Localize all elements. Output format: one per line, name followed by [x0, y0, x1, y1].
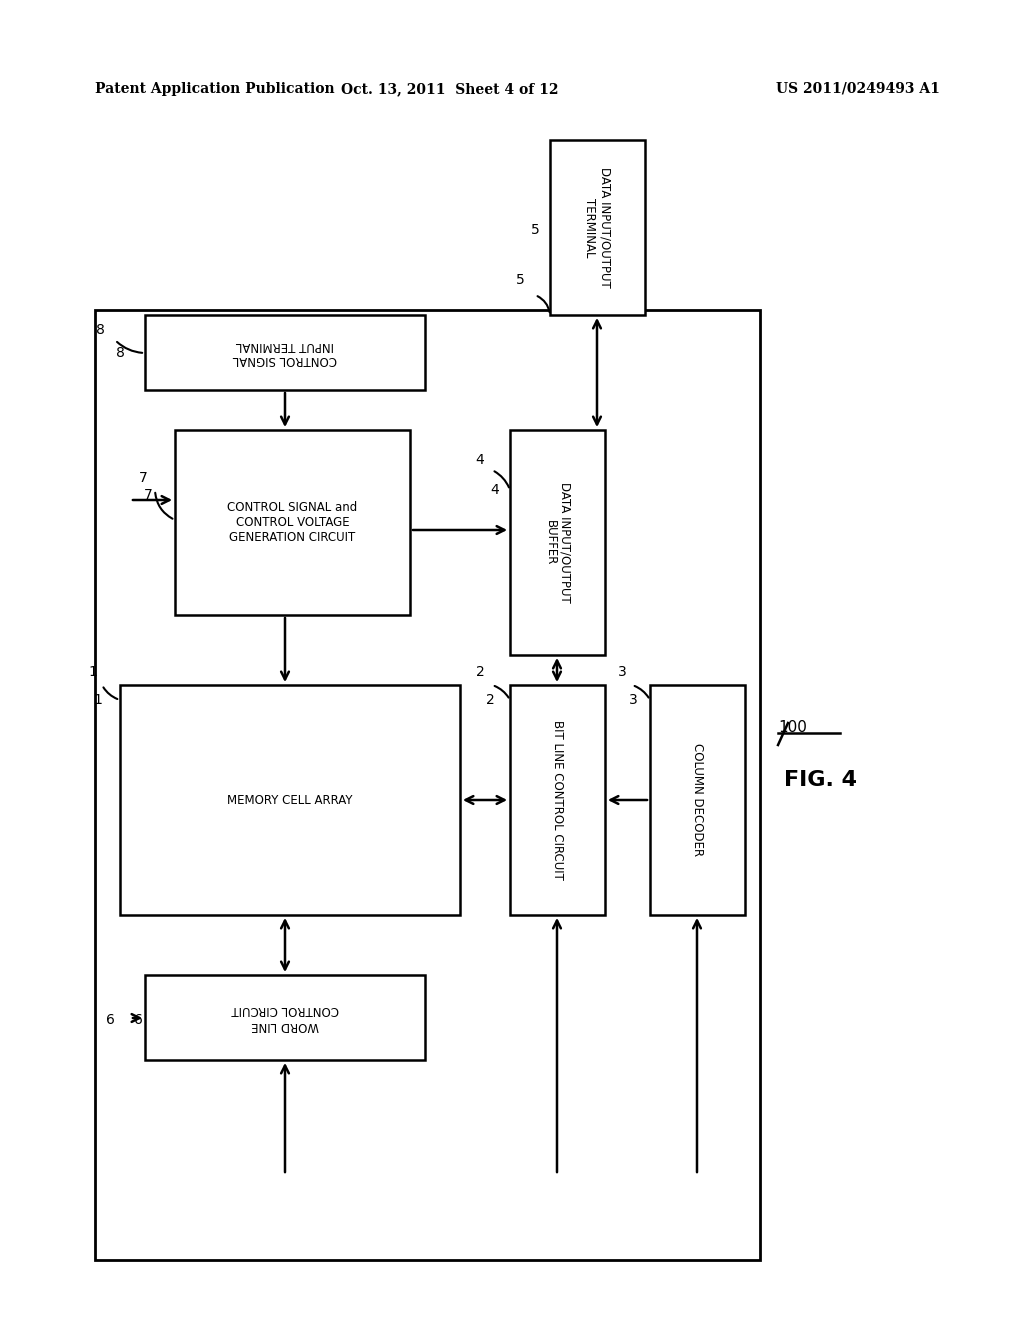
Text: COLUMN DECODER: COLUMN DECODER — [691, 743, 705, 857]
Text: 1: 1 — [88, 665, 97, 678]
Text: BIT LINE CONTROL CIRCUIT: BIT LINE CONTROL CIRCUIT — [551, 721, 564, 880]
Text: 5: 5 — [530, 223, 540, 238]
Text: 1: 1 — [93, 693, 102, 708]
Text: 7: 7 — [143, 488, 153, 502]
Text: Patent Application Publication: Patent Application Publication — [95, 82, 335, 96]
Text: US 2011/0249493 A1: US 2011/0249493 A1 — [776, 82, 940, 96]
Text: 2: 2 — [485, 693, 495, 708]
Text: 3: 3 — [617, 665, 627, 678]
Bar — [510, 685, 605, 915]
Bar — [95, 310, 760, 1261]
Bar — [145, 975, 425, 1060]
Bar — [650, 685, 745, 915]
Text: MEMORY CELL ARRAY: MEMORY CELL ARRAY — [227, 793, 352, 807]
Bar — [120, 685, 460, 915]
Text: 4: 4 — [475, 453, 484, 467]
Bar — [510, 430, 605, 655]
Text: 6: 6 — [105, 1012, 115, 1027]
Text: 8: 8 — [116, 346, 125, 360]
Bar — [145, 315, 425, 389]
Text: WORD LINE
CONTROL CIRCUIT: WORD LINE CONTROL CIRCUIT — [231, 1003, 339, 1031]
Text: 100: 100 — [778, 719, 807, 735]
Text: 7: 7 — [138, 471, 147, 484]
Text: DATA INPUT/OUTPUT
BUFFER: DATA INPUT/OUTPUT BUFFER — [544, 482, 571, 603]
Text: 6: 6 — [133, 1012, 142, 1027]
Text: CONTROL SIGNAL
INPUT TERMINAL: CONTROL SIGNAL INPUT TERMINAL — [232, 338, 337, 367]
Text: 4: 4 — [490, 483, 500, 498]
Bar — [175, 430, 410, 615]
Text: 8: 8 — [95, 323, 104, 337]
Text: 2: 2 — [475, 665, 484, 678]
Text: 3: 3 — [629, 693, 637, 708]
Text: DATA INPUT/OUTPUT
TERMINAL: DATA INPUT/OUTPUT TERMINAL — [584, 168, 611, 288]
Text: CONTROL SIGNAL and
CONTROL VOLTAGE
GENERATION CIRCUIT: CONTROL SIGNAL and CONTROL VOLTAGE GENER… — [227, 502, 357, 544]
Bar — [550, 140, 645, 315]
Text: FIG. 4: FIG. 4 — [783, 770, 856, 789]
Text: 5: 5 — [516, 273, 524, 286]
Text: Oct. 13, 2011  Sheet 4 of 12: Oct. 13, 2011 Sheet 4 of 12 — [341, 82, 559, 96]
